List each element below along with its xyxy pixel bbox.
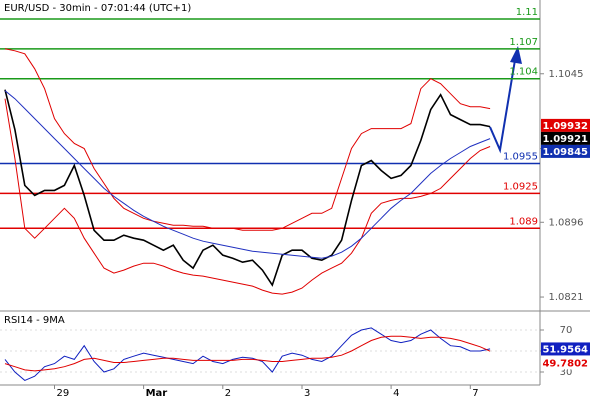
projection-arrowhead — [510, 46, 522, 64]
x-tick-label: 7 — [472, 388, 478, 399]
price-tag: 49.7802 — [542, 358, 588, 369]
series-line — [4, 90, 491, 259]
x-tick-label: 29 — [57, 388, 70, 399]
y-tick-label: 70 — [560, 325, 573, 336]
price-tag: 1.09845 — [542, 147, 588, 158]
projection-arrow — [489, 53, 517, 154]
series-line — [4, 89, 491, 287]
series-line — [4, 98, 491, 295]
series-line — [4, 48, 491, 231]
price-tag-box — [541, 342, 590, 356]
x-tick-label: 3 — [304, 388, 310, 399]
y-tick-label: 1.0821 — [549, 292, 584, 303]
y-tick-label: 30 — [560, 367, 573, 378]
x-tick-label: 4 — [393, 388, 399, 399]
rsi-title: RSI14 - 9MA — [4, 315, 65, 326]
level-label: 1.107 — [509, 37, 538, 48]
x-tick-label: Mar — [146, 388, 168, 399]
chart-title: EUR/USD - 30min - 07:01:44 (UTC+1) — [4, 3, 191, 14]
level-label: 1.104 — [509, 67, 538, 78]
x-tick-label: 2 — [225, 388, 231, 399]
series-line — [4, 327, 491, 381]
price-tag-box — [541, 118, 590, 132]
y-tick-label: 1.1045 — [549, 69, 584, 80]
price-tag-box — [541, 144, 590, 158]
price-tag: 1.09932 — [542, 121, 588, 132]
level-label: 1.11 — [516, 7, 538, 18]
level-label: 1.089 — [509, 216, 538, 227]
y-tick-label: 1.0896 — [549, 217, 584, 228]
price-tag-box — [541, 131, 590, 145]
price-tag: 1.09921 — [542, 134, 588, 145]
level-label: 1.0925 — [503, 181, 538, 192]
price-tag-box — [541, 356, 590, 370]
price-tag: 51.9564 — [542, 344, 588, 355]
level-label: 1.0955 — [503, 151, 538, 162]
series-line — [4, 335, 491, 372]
